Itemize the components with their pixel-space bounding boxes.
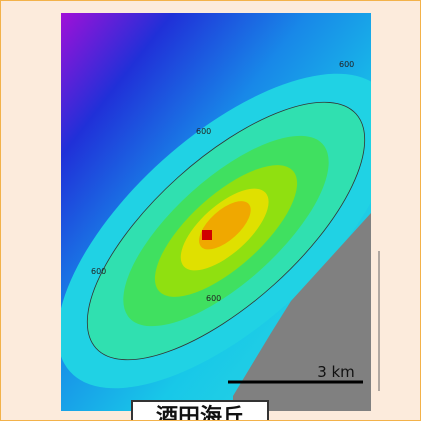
contour-label: 600 [339, 60, 354, 69]
contour-label: 600 [196, 127, 211, 136]
contour-label: 600 [206, 294, 221, 303]
map: 600 600 600 600 3 km [1, 1, 421, 421]
site-marker [202, 230, 212, 240]
page: 600 600 600 600 3 km 酒田海丘 [0, 0, 421, 421]
bathymetry [6, 13, 421, 421]
scale-label: 3 km [317, 363, 355, 381]
contour-label: 600 [91, 267, 106, 276]
place-label: 酒田海丘 [131, 400, 269, 421]
